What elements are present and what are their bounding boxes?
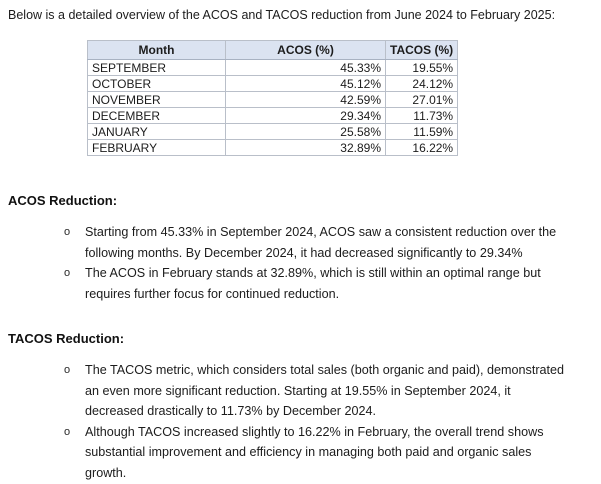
acos-reduction-heading: ACOS Reduction: <box>8 193 118 208</box>
cell-tacos: 16.22% <box>384 139 459 156</box>
cell-tacos: 19.55% <box>384 59 459 76</box>
cell-tacos: 11.73% <box>384 107 459 124</box>
bullet-text: The ACOS in February stands at 32.89%, w… <box>85 266 541 301</box>
cell-tacos: 24.12% <box>384 75 459 92</box>
header-month: Month <box>87 40 226 60</box>
table-header: Month ACOS (%) TACOS (%) <box>87 40 459 60</box>
table-row: FEBRUARY 32.89% 16.22% <box>87 139 459 156</box>
intro-text: Below is a detailed overview of the ACOS… <box>8 8 556 22</box>
cell-acos: 42.59% <box>225 91 386 108</box>
bullet-text: The TACOS metric, which considers total … <box>85 363 565 418</box>
tacos-reduction-section: TACOS Reduction: o The TACOS metric, whi… <box>0 331 601 483</box>
bullet-icon: o <box>64 226 71 238</box>
bullet-icon: o <box>64 267 71 279</box>
cell-acos: 29.34% <box>225 107 386 124</box>
tacos-reduction-heading: TACOS Reduction: <box>8 331 125 346</box>
table-row: SEPTEMBER 45.33% 19.55% <box>87 59 459 76</box>
bullet-icon: o <box>64 425 71 438</box>
cell-month: FEBRUARY <box>87 139 226 156</box>
table-row: JANUARY 25.58% 11.59% <box>87 123 459 140</box>
cell-month: DECEMBER <box>87 107 226 124</box>
tacos-bullet-list: o The TACOS metric, which considers tota… <box>0 360 569 483</box>
list-item: o The ACOS in February stands at 32.89%,… <box>64 263 569 304</box>
cell-month: OCTOBER <box>87 75 226 92</box>
bullet-text: Although TACOS increased slightly to 16.… <box>85 424 544 480</box>
cell-month: NOVEMBER <box>87 91 226 108</box>
header-acos: ACOS (%) <box>225 40 386 60</box>
cell-acos: 45.33% <box>225 59 386 76</box>
table-header-row: Month ACOS (%) TACOS (%) <box>87 40 459 60</box>
cell-acos: 45.12% <box>225 75 386 92</box>
cell-acos: 32.89% <box>225 139 386 156</box>
cell-month: JANUARY <box>87 123 226 140</box>
table-row: NOVEMBER 42.59% 27.01% <box>87 91 459 108</box>
table-row: OCTOBER 45.12% 24.12% <box>87 75 459 92</box>
acos-reduction-section: ACOS Reduction: o Starting from 45.33% i… <box>0 193 601 304</box>
list-item: o The TACOS metric, which considers tota… <box>64 360 569 422</box>
acos-tacos-table: Month ACOS (%) TACOS (%) SEPTEMBER 45.33… <box>87 40 459 156</box>
table-body: SEPTEMBER 45.33% 19.55% OCTOBER 45.12% 2… <box>87 59 459 156</box>
cell-month: SEPTEMBER <box>87 59 226 76</box>
acos-bullet-list: o Starting from 45.33% in September 2024… <box>0 222 569 304</box>
cell-tacos: 27.01% <box>384 91 459 108</box>
cell-acos: 25.58% <box>225 123 386 140</box>
table-row: DECEMBER 29.34% 11.73% <box>87 107 459 124</box>
list-item: o Although TACOS increased slightly to 1… <box>64 422 569 484</box>
cell-tacos: 11.59% <box>384 123 459 140</box>
header-tacos: TACOS (%) <box>384 40 459 60</box>
bullet-text: Starting from 45.33% in September 2024, … <box>85 225 557 260</box>
list-item: o Starting from 45.33% in September 2024… <box>64 222 569 263</box>
bullet-icon: o <box>64 364 71 376</box>
